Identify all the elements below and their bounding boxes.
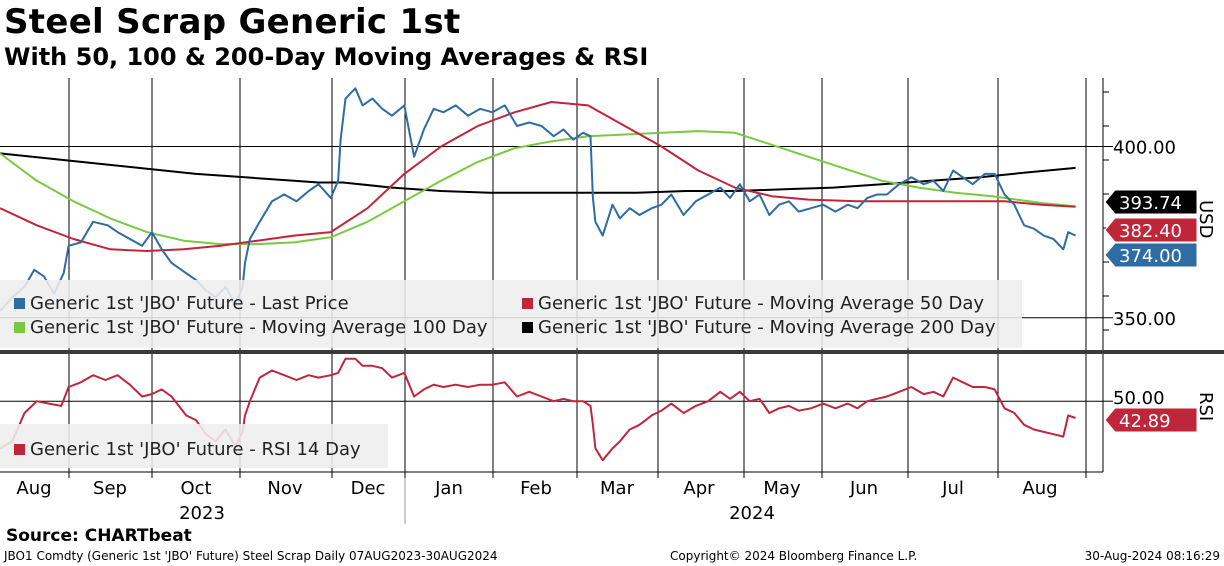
ma200-badge-value: 393.74 xyxy=(1119,193,1182,214)
x-year-label: 2024 xyxy=(729,503,775,524)
footer-timestamp: 30-Aug-2024 08:16:29 xyxy=(1084,549,1220,563)
legend-ma100-swatch xyxy=(14,322,25,333)
x-month-label: Aug xyxy=(1022,478,1057,499)
x-month-label: Jul xyxy=(941,478,964,499)
rsi-badge-value: 42.89 xyxy=(1119,411,1171,432)
legend-rsi-swatch xyxy=(14,444,25,455)
panel-separator xyxy=(0,350,1224,354)
x-month-label: May xyxy=(763,478,801,499)
x-year-label: 2023 xyxy=(179,503,225,524)
footer-copyright: Copyright© 2024 Bloomberg Finance L.P. xyxy=(670,549,918,563)
x-month-label: Apr xyxy=(683,478,715,499)
x-month-label: Dec xyxy=(351,478,386,499)
ma50-line xyxy=(0,101,1076,252)
legend-ma200-swatch xyxy=(522,322,533,333)
price-axis-label: 400.00 xyxy=(1113,138,1176,159)
last-price-badge-value: 374.00 xyxy=(1119,246,1182,267)
legend-ma100-label: Generic 1st 'JBO' Future - Moving Averag… xyxy=(30,317,488,338)
x-month-label: Aug xyxy=(16,478,51,499)
rsi-badge xyxy=(1104,407,1198,433)
ma100-line xyxy=(0,130,1076,246)
ma200-line xyxy=(0,152,1076,194)
last-price-line xyxy=(0,87,1077,312)
x-month-label: Sep xyxy=(93,478,127,499)
chart-subtitle: With 50, 100 & 200-Day Moving Averages &… xyxy=(4,43,649,71)
x-month-label: Nov xyxy=(267,478,302,499)
x-month-label: Oct xyxy=(180,478,211,499)
legend-last-price-label: Generic 1st 'JBO' Future - Last Price xyxy=(30,293,349,314)
ma50-badge xyxy=(1104,217,1198,243)
price-axis-label: 350.00 xyxy=(1113,309,1176,330)
legend-ma50-swatch xyxy=(522,298,533,309)
rsi-legend-box xyxy=(0,424,388,468)
last-price-badge xyxy=(1104,242,1198,268)
price-legend-box xyxy=(0,280,1022,348)
footer-ticker-info: JBO1 Comdty (Generic 1st 'JBO' Future) S… xyxy=(4,549,498,563)
rsi-axis-title: RSI xyxy=(1195,392,1216,421)
price-axis-title: USD xyxy=(1195,200,1216,238)
legend-rsi-label: Generic 1st 'JBO' Future - RSI 14 Day xyxy=(30,439,361,460)
ma200-badge xyxy=(1104,189,1198,215)
x-month-label: Jun xyxy=(849,478,878,499)
ma50-badge-value: 382.40 xyxy=(1119,221,1182,242)
legend-ma200-label: Generic 1st 'JBO' Future - Moving Averag… xyxy=(538,317,996,338)
x-month-label: Mar xyxy=(600,478,635,499)
x-month-label: Jan xyxy=(434,478,463,499)
chart-title: Steel Scrap Generic 1st xyxy=(4,2,461,42)
legend-ma50-label: Generic 1st 'JBO' Future - Moving Averag… xyxy=(538,293,984,314)
x-month-label: Feb xyxy=(520,478,552,499)
legend-last-price-swatch xyxy=(14,298,25,309)
rsi-axis-label: 50.00 xyxy=(1113,388,1165,409)
source-label: Source: CHARTbeat xyxy=(6,526,192,546)
